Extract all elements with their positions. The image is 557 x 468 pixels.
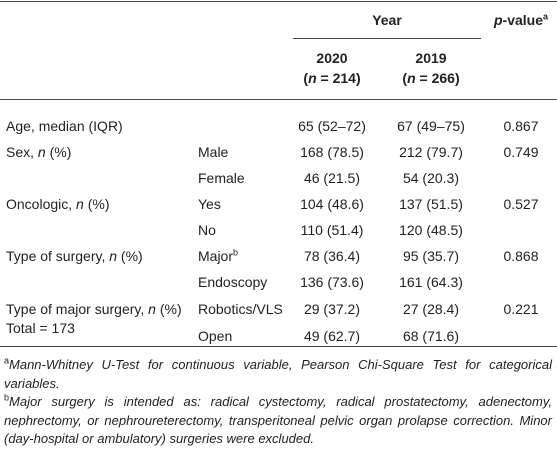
text-part: (%) (155, 301, 182, 317)
text-part: = 214) (316, 70, 361, 86)
column-header: 2019 (371, 50, 491, 66)
text-part: Mann-Whitney U-Test for continuous varia… (4, 357, 552, 391)
text-part: Sex, (6, 144, 38, 160)
cell-p-value: 0.527 (503, 196, 539, 212)
column-header: (n = 214) (272, 70, 392, 86)
text-part: Year (372, 12, 402, 28)
text-part: b (4, 392, 10, 403)
text-part: = 266) (415, 70, 460, 86)
footnote: aMann-Whitney U-Test for continuous vari… (4, 356, 552, 393)
row-sublabel: Open (198, 328, 232, 344)
row-sublabel: Endoscopy (198, 274, 267, 290)
cell-p-value: 0.749 (503, 144, 539, 160)
text-part: n (308, 70, 317, 86)
group-header: Year (327, 12, 447, 28)
row-label: Oncologic, n (%) (6, 196, 110, 212)
cell-2019: 67 (49–75) (397, 118, 465, 134)
text-part: Oncologic, (6, 196, 77, 212)
rule (293, 38, 481, 39)
text-part: 2019 (415, 50, 447, 66)
p-value-header: p-valuea (461, 12, 557, 28)
row-label: Type of surgery, n (%) (6, 248, 143, 264)
rule (0, 99, 557, 100)
row-label: Age, median (IQR) (6, 118, 123, 134)
row-sublabel: Robotics/VLS (198, 301, 283, 317)
cell-2019: 137 (51.5) (399, 196, 463, 212)
row-sublabel: Majorb (198, 248, 238, 264)
rule (0, 1, 557, 2)
cell-2019: 27 (28.4) (402, 301, 460, 317)
text-part: -value (502, 12, 543, 28)
text-part: n (407, 70, 416, 86)
text-part: ( (402, 70, 408, 86)
cell-2020: 29 (37.2) (303, 301, 361, 317)
cell-2019: 68 (71.6) (402, 328, 460, 344)
cell-2020: 110 (51.4) (300, 222, 364, 238)
text-part: b (233, 247, 239, 258)
text-part: n (37, 144, 46, 160)
text-part: Robotics/VLS (198, 301, 283, 317)
rule (0, 346, 557, 347)
text-part: Endoscopy (198, 274, 268, 290)
row-sublabel: No (198, 222, 216, 238)
text-part: n (148, 301, 156, 317)
row-sublabel: Female (198, 170, 245, 186)
cell-2019: 95 (35.7) (402, 248, 460, 264)
text-part: (%) (83, 196, 110, 212)
text-part: Female (198, 170, 245, 186)
text-part: Type of surgery, (6, 248, 110, 264)
text-part: (%) (45, 144, 72, 160)
row-sublabel: Yes (198, 196, 221, 212)
row-label: Sex, n (%) (6, 144, 71, 160)
text-part: (%) (117, 248, 143, 264)
footnote: bMajor surgery is intended as: radical c… (4, 393, 552, 449)
cell-p-value: 0.867 (503, 118, 539, 134)
text-part: Male (198, 144, 229, 160)
text-part: Open (198, 328, 233, 344)
row-label: Type of major surgery, n (%) (6, 301, 182, 317)
text-part: ( (303, 70, 309, 86)
cell-2020: 104 (48.6) (300, 196, 364, 212)
text-part: n (76, 196, 84, 212)
text-part: Age, median (IQR) (6, 118, 123, 134)
cell-2019: 54 (20.3) (402, 170, 460, 186)
text-part: Yes (198, 196, 221, 212)
row-sublabel: Male (198, 144, 228, 160)
text-part: a (4, 355, 10, 366)
text-part: p (493, 12, 503, 28)
column-header: 2020 (272, 50, 392, 66)
cell-2019: 161 (64.3) (399, 274, 463, 290)
cell-p-value: 0.221 (503, 301, 539, 317)
text-part: Major surgery is intended as: radical cy… (4, 394, 552, 446)
text-part: n (109, 248, 118, 264)
row-label: Total = 173 (6, 320, 75, 336)
text-part: Major (198, 248, 234, 264)
cell-p-value: 0.868 (503, 248, 539, 264)
text-part: a (543, 11, 549, 22)
text-part: Total = 173 (6, 320, 75, 336)
cell-2019: 212 (79.7) (399, 144, 463, 160)
cell-2020: 49 (62.7) (303, 328, 361, 344)
cell-2019: 120 (48.5) (399, 222, 463, 238)
cell-2020: 65 (52–72) (298, 118, 366, 134)
text-part: 2020 (316, 50, 348, 66)
cell-2020: 136 (73.6) (300, 274, 364, 290)
column-header: (n = 266) (371, 70, 491, 86)
cell-2020: 78 (36.4) (303, 248, 361, 264)
cell-2020: 168 (78.5) (300, 144, 364, 160)
text-part: No (198, 222, 216, 238)
cell-2020: 46 (21.5) (303, 170, 361, 186)
text-part: Type of major surgery, (6, 301, 149, 317)
